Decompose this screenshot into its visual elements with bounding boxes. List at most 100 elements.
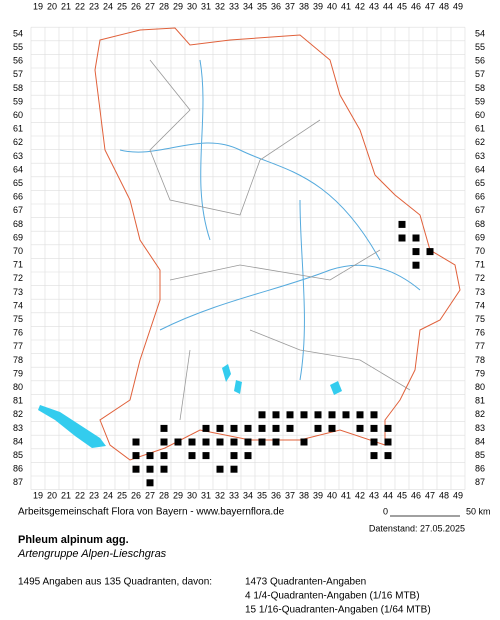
record-square	[370, 452, 378, 460]
row-label: 86	[475, 464, 485, 474]
record-square	[160, 452, 168, 460]
record-square	[342, 411, 350, 419]
record-square	[286, 411, 294, 419]
column-label: 31	[201, 1, 211, 11]
row-label: 59	[475, 96, 485, 106]
column-label: 30	[187, 490, 197, 500]
row-label: 64	[475, 164, 485, 174]
state-border	[94, 27, 461, 461]
stat-line: 4 1/4-Quadranten-Angaben (1/16 MTB)	[245, 591, 420, 602]
column-label: 30	[187, 1, 197, 11]
column-label: 48	[439, 1, 449, 11]
row-label: 73	[13, 287, 23, 297]
map-layer	[38, 27, 461, 461]
row-label: 66	[475, 192, 485, 202]
row-label: 71	[13, 260, 23, 270]
row-label: 70	[475, 246, 485, 256]
row-label: 70	[13, 246, 23, 256]
column-label: 38	[299, 1, 309, 11]
record-square	[160, 424, 168, 432]
row-label: 61	[475, 124, 485, 134]
record-square	[412, 248, 420, 256]
record-square	[272, 411, 280, 419]
column-label: 33	[229, 1, 239, 11]
record-square	[356, 424, 364, 432]
record-square	[370, 438, 378, 446]
record-square	[188, 452, 196, 460]
row-label: 69	[13, 232, 23, 242]
row-label: 80	[13, 382, 23, 392]
record-square	[230, 424, 238, 432]
column-label: 47	[425, 1, 435, 11]
record-square	[370, 411, 378, 419]
column-label: 43	[369, 490, 379, 500]
record-square	[384, 452, 392, 460]
column-label: 34	[243, 490, 253, 500]
row-label: 85	[13, 450, 23, 460]
row-label: 54	[475, 28, 485, 38]
column-label: 25	[117, 1, 127, 11]
column-label: 46	[411, 490, 421, 500]
row-label: 76	[13, 328, 23, 338]
row-label: 68	[13, 219, 23, 229]
record-square	[258, 411, 266, 419]
column-label: 37	[285, 1, 295, 11]
row-label: 58	[475, 83, 485, 93]
row-label: 56	[475, 56, 485, 66]
column-label: 29	[173, 490, 183, 500]
row-label: 60	[13, 110, 23, 120]
row-label: 87	[475, 477, 485, 487]
record-square	[314, 411, 322, 419]
row-label: 65	[13, 178, 23, 188]
column-label: 39	[313, 1, 323, 11]
row-label: 82	[475, 409, 485, 419]
column-label: 21	[61, 1, 71, 11]
row-label: 62	[13, 137, 23, 147]
column-label: 25	[117, 490, 127, 500]
column-label: 29	[173, 1, 183, 11]
record-square	[370, 424, 378, 432]
lake	[38, 405, 106, 448]
row-label: 58	[13, 83, 23, 93]
record-square	[160, 438, 168, 446]
credit: Arbeitsgemeinschaft Flora von Bayern - w…	[18, 507, 285, 518]
record-square	[272, 438, 280, 446]
column-label: 40	[327, 1, 337, 11]
column-label: 32	[215, 490, 225, 500]
row-label: 55	[13, 42, 23, 52]
row-label: 81	[475, 396, 485, 406]
column-label: 26	[131, 490, 141, 500]
column-label: 44	[383, 1, 393, 11]
record-square	[216, 424, 224, 432]
record-square	[398, 220, 406, 228]
record-square	[244, 452, 252, 460]
row-label: 79	[475, 368, 485, 378]
record-square	[202, 452, 210, 460]
row-label: 82	[13, 409, 23, 419]
column-label: 28	[159, 490, 169, 500]
record-square	[132, 465, 140, 473]
column-label: 49	[453, 490, 463, 500]
column-label: 35	[257, 490, 267, 500]
row-label: 79	[13, 368, 23, 378]
record-square	[202, 424, 210, 432]
record-square	[412, 234, 420, 242]
record-square	[328, 424, 336, 432]
record-square	[230, 465, 238, 473]
summary: 1495 Angaben aus 135 Quadranten, davon:	[18, 577, 212, 588]
record-square	[300, 411, 308, 419]
row-label: 85	[475, 450, 485, 460]
record-square	[244, 424, 252, 432]
column-label: 20	[47, 1, 57, 11]
record-square	[258, 438, 266, 446]
species-group: Artengruppe Alpen-Lieschgras	[17, 548, 167, 560]
record-square	[244, 438, 252, 446]
column-label: 21	[61, 490, 71, 500]
record-square	[356, 411, 364, 419]
record-square	[272, 424, 280, 432]
column-label: 36	[271, 1, 281, 11]
row-label: 67	[13, 205, 23, 215]
column-label: 42	[355, 1, 365, 11]
row-label: 73	[475, 287, 485, 297]
column-label: 42	[355, 490, 365, 500]
